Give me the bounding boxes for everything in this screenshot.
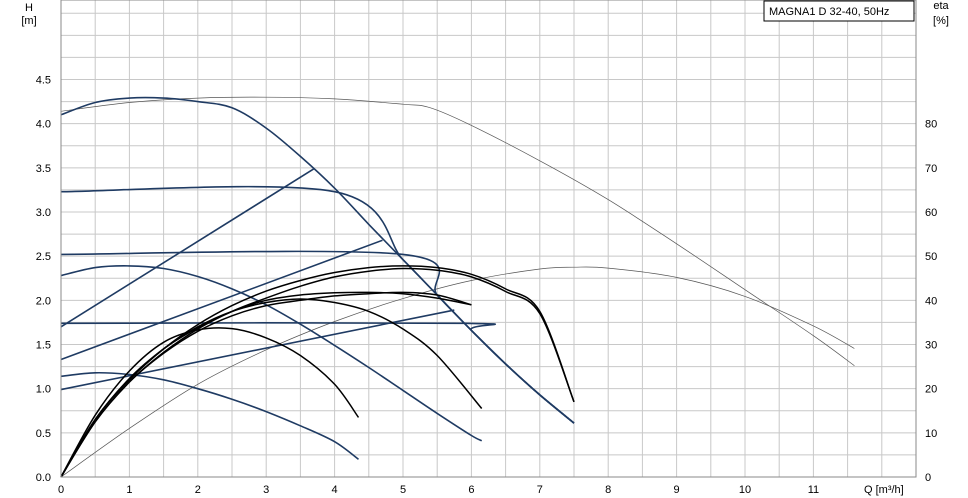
- y-right-tick-label: 0: [925, 472, 931, 484]
- x-tick-label: 4: [332, 484, 338, 496]
- system-curve: [60, 168, 315, 328]
- efficiency-curve: [60, 291, 472, 478]
- efficiency-curve: [60, 291, 472, 478]
- efficiency-curve: [60, 327, 360, 478]
- axes: 0 1 2 3 4 5 6 7 8 9 10 11 0.0 0.5 1.0 1.5 2.0 2.5 3.0 3.5 4.…: [36, 0, 937, 496]
- y-right-tick-label: 70: [925, 163, 937, 175]
- head-curve: [60, 185, 575, 424]
- x-tick-label: 11: [808, 484, 819, 496]
- efficiency-curves: [60, 265, 575, 478]
- y-right-label-line2: [%]: [933, 15, 949, 27]
- y-right-tick-label: 30: [925, 340, 937, 352]
- y-left-tick-label: 2.5: [36, 251, 51, 263]
- y-left-tick-label: 1.5: [36, 340, 51, 352]
- y-right-tick-label: 50: [925, 251, 937, 263]
- head-curve: [60, 265, 483, 442]
- x-tick-label: 0: [58, 484, 64, 496]
- y-left-tick-label: 1.0: [36, 384, 51, 396]
- plot-frame: [60, 0, 917, 478]
- x-axis-label: Q [m³/h]: [864, 484, 904, 496]
- head-curve: [60, 371, 359, 460]
- x-tick-label: 10: [739, 484, 751, 496]
- system-curve: [60, 239, 383, 361]
- x-tick-label: 7: [537, 484, 543, 496]
- y-right-tick-label: 40: [925, 295, 937, 307]
- x-tick-label: 3: [263, 484, 269, 496]
- y-left-label-line1: H: [25, 2, 33, 14]
- y-right-tick-label: 60: [925, 207, 937, 219]
- reference-head-curve: [60, 96, 855, 366]
- x-tick-label: 9: [674, 484, 680, 496]
- y-left-tick-label: 4.5: [36, 75, 51, 87]
- y-left-tick-label: 0.0: [36, 472, 51, 484]
- reference-efficiency-curve: [60, 266, 855, 478]
- y-left-label-line2: [m]: [21, 15, 36, 27]
- legend-box: MAGNA1 D 32-40, 50Hz: [763, 0, 915, 22]
- system-curve: [60, 309, 455, 391]
- y-left-tick-label: 3.0: [36, 207, 51, 219]
- y-left-tick-label: 4.0: [36, 119, 51, 131]
- y-right-label-line1: eta: [933, 0, 949, 12]
- x-tick-label: 1: [126, 484, 132, 496]
- x-tick-label: 5: [400, 484, 406, 496]
- chart-title: MAGNA1 D 32-40, 50Hz: [769, 6, 889, 18]
- grid: [61, 0, 916, 477]
- y-left-tick-label: 0.5: [36, 428, 51, 440]
- reference-curves: [60, 96, 855, 478]
- y-right-tick-label: 10: [925, 428, 937, 440]
- x-tick-label: 6: [468, 484, 474, 496]
- x-tick-label: 8: [605, 484, 611, 496]
- y-right-tick-label: 80: [925, 119, 937, 131]
- y-right-tick-label: 20: [925, 384, 937, 396]
- y-left-tick-label: 3.5: [36, 163, 51, 175]
- y-left-tick-label: 2.0: [36, 295, 51, 307]
- efficiency-curve: [60, 298, 483, 478]
- head-curve: [60, 321, 575, 424]
- head-curves: [60, 96, 575, 460]
- x-tick-label: 2: [195, 484, 201, 496]
